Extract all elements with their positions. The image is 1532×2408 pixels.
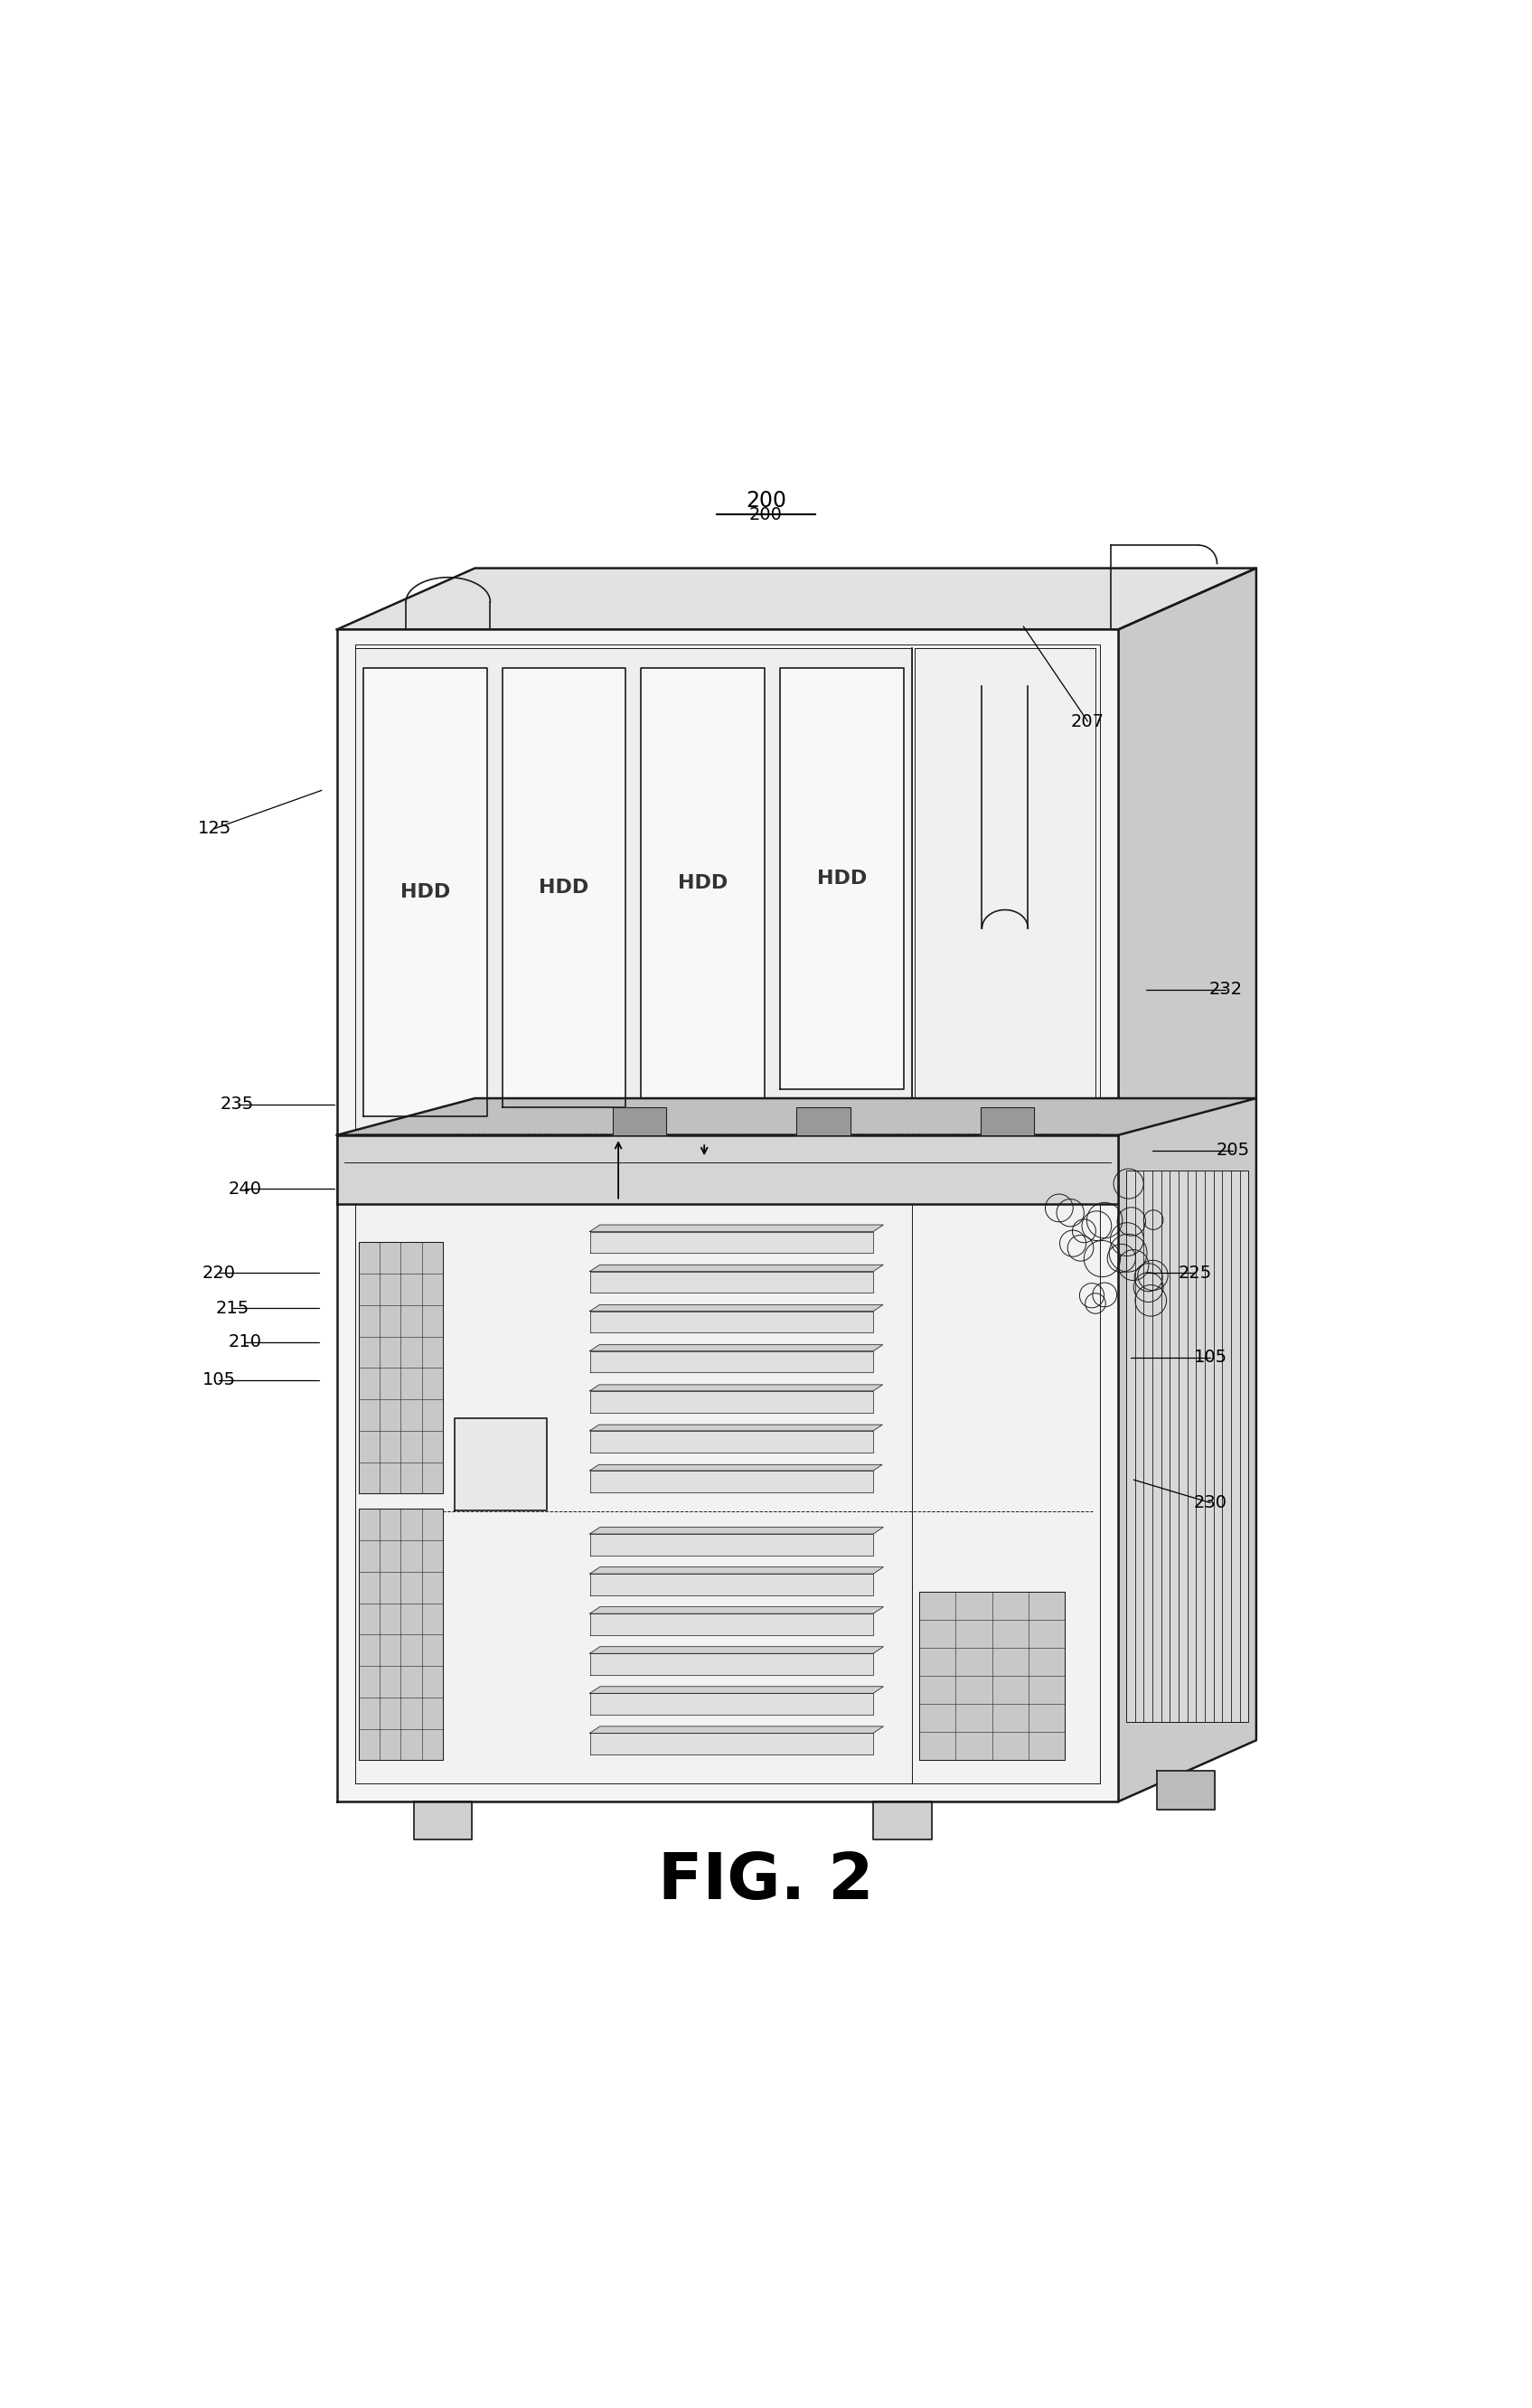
Polygon shape	[502, 667, 625, 1108]
Polygon shape	[590, 1727, 884, 1734]
Polygon shape	[590, 1613, 873, 1635]
Text: 210: 210	[228, 1334, 262, 1351]
Polygon shape	[590, 1606, 884, 1613]
Text: HDD: HDD	[679, 874, 728, 891]
Polygon shape	[337, 1134, 1118, 1204]
Polygon shape	[590, 1471, 873, 1493]
Polygon shape	[640, 667, 764, 1098]
Polygon shape	[590, 1344, 882, 1351]
Polygon shape	[590, 1527, 884, 1534]
Polygon shape	[590, 1647, 884, 1654]
Polygon shape	[1126, 1170, 1249, 1722]
Text: 207: 207	[1071, 713, 1105, 730]
Text: 200: 200	[749, 506, 783, 523]
Text: 240: 240	[228, 1180, 262, 1197]
Text: 220: 220	[202, 1264, 236, 1281]
Text: 105: 105	[1193, 1348, 1227, 1365]
Text: 225: 225	[1178, 1264, 1212, 1281]
Polygon shape	[780, 667, 904, 1088]
Polygon shape	[590, 1734, 873, 1755]
Polygon shape	[590, 1464, 882, 1471]
Polygon shape	[355, 648, 912, 1134]
Polygon shape	[613, 1108, 666, 1134]
Polygon shape	[590, 1305, 882, 1312]
Polygon shape	[358, 1510, 443, 1760]
Polygon shape	[1157, 1770, 1215, 1808]
Text: 205: 205	[1216, 1141, 1250, 1158]
Polygon shape	[590, 1534, 873, 1556]
Polygon shape	[455, 1418, 547, 1510]
Polygon shape	[363, 667, 487, 1117]
Text: 232: 232	[1209, 980, 1242, 997]
Polygon shape	[590, 1426, 882, 1430]
Polygon shape	[590, 1230, 873, 1252]
Polygon shape	[590, 1430, 873, 1452]
Polygon shape	[873, 1801, 931, 1840]
Polygon shape	[590, 1271, 873, 1293]
Text: 125: 125	[198, 821, 231, 838]
Polygon shape	[919, 1592, 1065, 1760]
Text: 105: 105	[202, 1373, 236, 1389]
Text: HDD: HDD	[817, 869, 867, 889]
Text: 230: 230	[1193, 1495, 1227, 1512]
Polygon shape	[414, 1801, 472, 1840]
Text: FIG. 2: FIG. 2	[659, 1849, 873, 1912]
Polygon shape	[590, 1226, 884, 1230]
Polygon shape	[337, 1098, 1256, 1134]
Polygon shape	[337, 628, 1118, 1801]
Polygon shape	[915, 648, 1095, 1134]
Polygon shape	[590, 1264, 882, 1271]
Polygon shape	[355, 1204, 1100, 1784]
Polygon shape	[590, 1312, 873, 1332]
Polygon shape	[1118, 568, 1256, 1801]
Polygon shape	[590, 1351, 873, 1373]
Polygon shape	[980, 1108, 1034, 1134]
Text: 200: 200	[746, 489, 786, 510]
Polygon shape	[358, 1243, 443, 1493]
Polygon shape	[590, 1392, 873, 1413]
Polygon shape	[590, 1686, 884, 1693]
Text: 235: 235	[221, 1096, 254, 1112]
Polygon shape	[590, 1568, 884, 1575]
Text: 215: 215	[216, 1300, 250, 1317]
Text: HDD: HDD	[539, 879, 588, 896]
Polygon shape	[590, 1654, 873, 1676]
Polygon shape	[590, 1693, 873, 1714]
Polygon shape	[337, 568, 1256, 628]
Polygon shape	[590, 1575, 873, 1594]
Text: HDD: HDD	[400, 884, 450, 901]
Polygon shape	[590, 1385, 882, 1392]
Polygon shape	[797, 1108, 850, 1134]
